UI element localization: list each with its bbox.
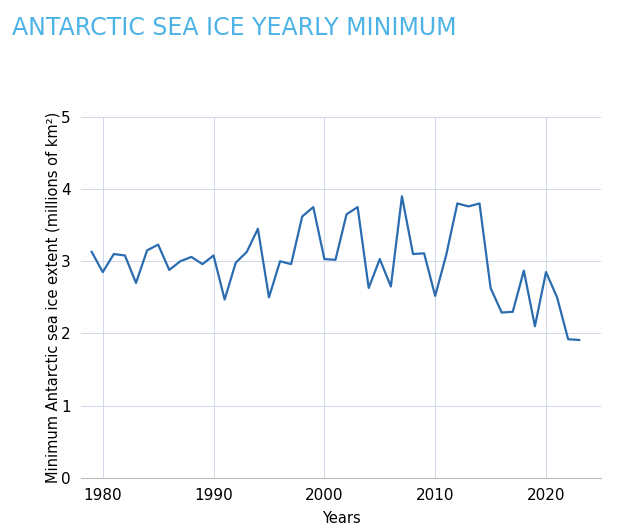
- Text: ANTARCTIC SEA ICE YEARLY MINIMUM: ANTARCTIC SEA ICE YEARLY MINIMUM: [12, 16, 457, 40]
- X-axis label: Years: Years: [322, 511, 360, 526]
- Y-axis label: Minimum Antarctic sea ice extent (millions of km²): Minimum Antarctic sea ice extent (millio…: [45, 112, 60, 483]
